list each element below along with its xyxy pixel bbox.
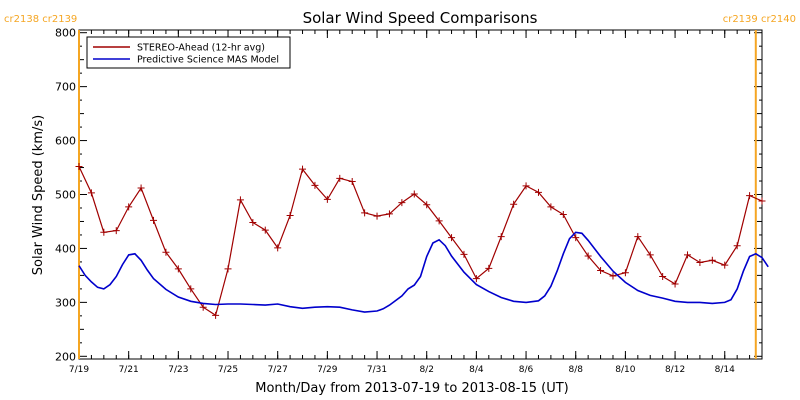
data-point (534, 188, 542, 196)
x-tick-label: 8/4 (469, 365, 484, 375)
data-point (746, 192, 754, 200)
chart-title: Solar Wind Speed Comparisons (303, 9, 538, 27)
data-point (224, 265, 232, 273)
data-point (683, 251, 691, 259)
x-tick-label: 7/27 (268, 365, 288, 375)
data-point (150, 216, 158, 224)
y-tick-label: 800 (55, 27, 76, 40)
data-point (448, 234, 456, 242)
carrington-rotation-labels: cr2138 cr2139 cr2139 cr2140 (4, 14, 796, 25)
data-point (87, 189, 95, 197)
data-point (497, 233, 505, 241)
carrington-marker-label: cr2138 cr2139 (4, 14, 77, 25)
data-point (336, 174, 344, 182)
y-axis-label: Solar Wind Speed (km/s) (31, 115, 46, 275)
data-point (125, 203, 133, 211)
x-tick-label: 7/25 (218, 365, 238, 375)
y-tick-label: 400 (55, 242, 76, 255)
x-tick-label: 7/21 (119, 365, 139, 375)
data-point (423, 201, 431, 209)
carrington-marker-label: cr2139 cr2140 (723, 14, 796, 25)
data-point (100, 228, 108, 236)
data-point (696, 258, 704, 266)
data-point (621, 269, 629, 277)
data-point (733, 242, 741, 250)
carrington-rotation-lines (78, 30, 757, 359)
data-point (671, 280, 679, 288)
data-point (236, 196, 244, 204)
legend: STEREO-Ahead (12-hr avg) Predictive Scie… (86, 36, 291, 69)
x-tick-label: 8/8 (568, 365, 583, 375)
data-point (522, 182, 530, 190)
data-point (75, 162, 83, 170)
x-tick-label: 8/6 (519, 365, 534, 375)
x-tick-label: 7/19 (69, 365, 89, 375)
data-point (274, 244, 282, 252)
data-point (659, 272, 667, 280)
data-point (634, 233, 642, 241)
data-point (199, 303, 207, 311)
y-tick-label: 300 (55, 296, 76, 309)
data-point (348, 178, 356, 186)
data-point (187, 285, 195, 293)
legend-label-model: Predictive Science MAS Model (137, 55, 279, 66)
data-point (547, 203, 555, 211)
series-line (78, 166, 763, 317)
data-point (559, 210, 567, 218)
x-tick-label: 8/12 (665, 365, 685, 375)
data-point (609, 272, 617, 280)
data-point (572, 234, 580, 242)
data-point (112, 227, 120, 235)
data-point (249, 219, 257, 227)
data-point (299, 165, 307, 173)
data-point (137, 184, 145, 192)
data-point (286, 212, 294, 220)
data-point (472, 275, 480, 283)
legend-box (86, 36, 291, 69)
data-point (174, 265, 182, 273)
x-tick-label: 7/31 (367, 365, 387, 375)
data-point (311, 181, 319, 189)
y-axis: 200 300 400 500 600 700 800 (55, 27, 762, 363)
data-point (212, 311, 220, 319)
data-point (385, 210, 393, 218)
data-point (361, 209, 369, 217)
data-point (410, 190, 418, 198)
data-point (435, 217, 443, 225)
data-point (323, 195, 331, 203)
data-point (373, 212, 381, 220)
data-point (708, 256, 716, 264)
y-tick-label: 500 (55, 189, 76, 202)
data-point (460, 250, 468, 258)
data-point (758, 197, 766, 205)
data-point (162, 248, 170, 256)
data-point (584, 252, 592, 260)
x-axis: 7/19 7/21 7/23 7/25 7/27 7/29 7/31 8/2 8/4 8/6 8/8… (69, 30, 751, 375)
data-point (721, 261, 729, 269)
data-point (261, 226, 269, 234)
x-tick-label: 7/23 (168, 365, 188, 375)
x-tick-label: 8/14 (715, 365, 735, 375)
x-axis-label: Month/Day from 2013-07-19 to 2013-08-15 … (255, 381, 568, 396)
x-tick-label: 8/2 (419, 365, 433, 375)
x-tick-label: 7/29 (317, 365, 337, 375)
series-model (78, 231, 769, 313)
x-tick-label: 8/10 (615, 365, 635, 375)
data-point (485, 264, 493, 272)
series-stereo (75, 162, 766, 319)
data-point (510, 200, 518, 208)
y-tick-label: 700 (55, 81, 76, 94)
data-point (398, 199, 406, 207)
series-layer (75, 162, 769, 319)
data-point (597, 267, 605, 275)
legend-label-stereo: STEREO-Ahead (12-hr avg) (137, 43, 265, 54)
series-line (78, 231, 769, 313)
data-point (646, 251, 654, 259)
y-tick-label: 600 (55, 135, 76, 148)
y-tick-label: 200 (55, 350, 76, 363)
plot-frame (78, 29, 763, 360)
